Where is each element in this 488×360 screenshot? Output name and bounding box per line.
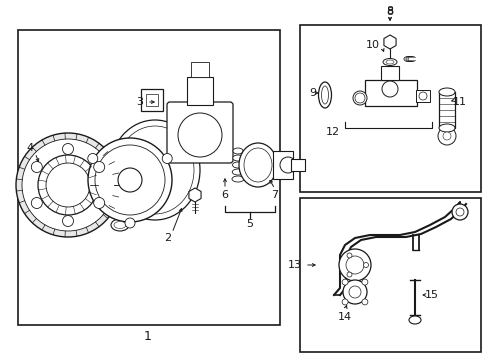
Bar (18, 30, 280, 325)
Ellipse shape (239, 143, 276, 187)
Circle shape (342, 280, 366, 304)
Circle shape (31, 198, 42, 208)
Bar (438, 92, 454, 128)
Text: 14: 14 (337, 312, 351, 322)
Ellipse shape (438, 124, 454, 132)
Ellipse shape (232, 169, 243, 175)
Circle shape (455, 208, 463, 216)
Bar (299, 198, 480, 352)
Circle shape (118, 168, 142, 192)
Text: 13: 13 (287, 260, 302, 270)
Circle shape (437, 127, 455, 145)
Circle shape (95, 145, 164, 215)
Circle shape (342, 279, 347, 285)
Circle shape (346, 256, 363, 274)
Polygon shape (188, 188, 201, 202)
Circle shape (88, 138, 172, 222)
Bar (191, 62, 208, 77)
Bar (290, 159, 305, 171)
Polygon shape (383, 35, 395, 49)
FancyBboxPatch shape (167, 102, 232, 163)
Circle shape (125, 218, 135, 228)
Circle shape (361, 279, 367, 285)
Ellipse shape (321, 86, 328, 104)
Ellipse shape (385, 60, 393, 64)
Ellipse shape (232, 162, 243, 168)
Ellipse shape (111, 219, 129, 231)
Text: 4: 4 (26, 143, 34, 153)
Circle shape (162, 153, 172, 163)
Circle shape (62, 144, 73, 154)
Circle shape (354, 93, 364, 103)
Bar (299, 25, 480, 192)
Circle shape (348, 286, 360, 298)
Text: 15: 15 (424, 290, 438, 300)
Text: 11: 11 (452, 97, 466, 107)
Ellipse shape (116, 126, 194, 214)
Circle shape (342, 299, 347, 305)
Ellipse shape (114, 221, 126, 229)
Circle shape (346, 253, 351, 258)
Bar (146, 94, 158, 106)
Text: 8: 8 (386, 7, 393, 17)
Bar (364, 80, 416, 106)
Circle shape (31, 162, 42, 172)
Circle shape (16, 133, 120, 237)
Circle shape (361, 299, 367, 305)
Circle shape (363, 262, 368, 267)
Bar (380, 66, 398, 80)
Circle shape (338, 249, 370, 281)
Ellipse shape (232, 155, 243, 161)
Bar (272, 151, 292, 179)
Ellipse shape (408, 316, 420, 324)
Ellipse shape (110, 120, 200, 220)
Text: 1: 1 (144, 329, 152, 342)
Bar (141, 89, 163, 111)
Circle shape (94, 162, 104, 172)
Ellipse shape (438, 88, 454, 96)
Ellipse shape (232, 148, 243, 154)
Text: 9: 9 (309, 88, 316, 98)
Text: 3: 3 (136, 97, 143, 107)
Circle shape (418, 92, 426, 100)
Circle shape (280, 157, 295, 173)
Circle shape (94, 198, 104, 208)
Ellipse shape (244, 148, 271, 182)
Text: 2: 2 (164, 233, 171, 243)
Text: 7: 7 (271, 190, 278, 200)
Text: 10: 10 (365, 40, 379, 50)
Circle shape (381, 81, 397, 97)
Circle shape (178, 113, 222, 157)
Text: 6: 6 (221, 190, 228, 200)
Circle shape (346, 272, 351, 277)
Circle shape (62, 216, 73, 226)
Ellipse shape (352, 91, 366, 105)
Circle shape (22, 139, 114, 231)
Circle shape (451, 204, 467, 220)
Ellipse shape (382, 58, 396, 66)
Ellipse shape (231, 176, 244, 182)
Bar (415, 90, 429, 102)
Text: 12: 12 (325, 127, 339, 137)
Text: 5: 5 (246, 219, 253, 229)
Circle shape (46, 163, 90, 207)
Bar (186, 77, 213, 105)
Ellipse shape (318, 82, 331, 108)
Text: 8: 8 (386, 6, 393, 16)
Circle shape (87, 153, 98, 163)
Circle shape (442, 132, 450, 140)
Circle shape (38, 155, 98, 215)
